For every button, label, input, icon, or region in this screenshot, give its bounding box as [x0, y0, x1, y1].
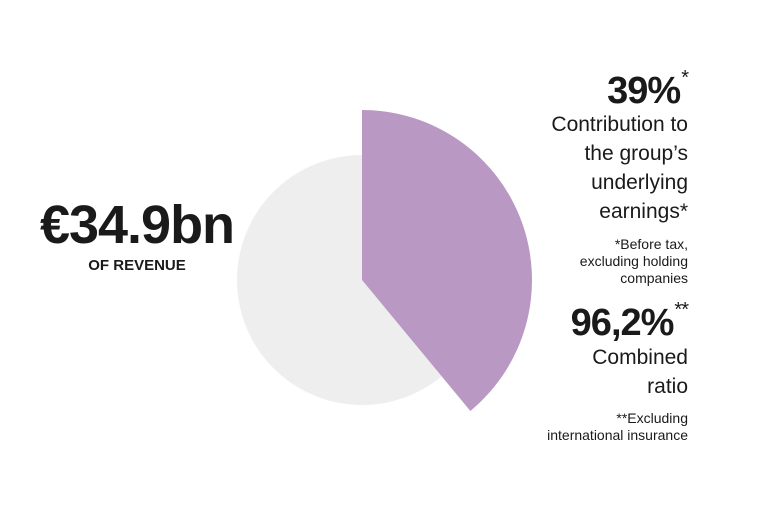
contribution-line: Contribution to — [551, 113, 688, 136]
combined-ratio-footnote-mark: ** — [674, 299, 689, 321]
contribution-description: Contribution to the group’s underlying e… — [551, 110, 688, 226]
combined-ratio-line: Combined — [592, 346, 688, 369]
contribution-line: underlying — [591, 171, 688, 194]
contribution-line: the group’s — [584, 142, 688, 165]
pie-slice-highlighted — [362, 110, 533, 411]
combined-ratio-footnote: **Excluding international insurance — [547, 410, 688, 444]
footnote-line: *Before tax, — [614, 236, 688, 252]
footnote-line: excluding holding — [579, 253, 688, 269]
combined-ratio-description: Combined ratio — [592, 343, 688, 401]
footnote-line: international insurance — [547, 427, 688, 443]
combined-ratio-line: ratio — [647, 375, 688, 398]
combined-ratio-value: 96,2% — [570, 302, 675, 344]
revenue-label: OF REVENUE — [88, 257, 186, 274]
revenue-value: €34.9bn — [39, 195, 235, 255]
contribution-footnote-mark: * — [681, 67, 689, 89]
footnote-line: **Excluding — [616, 410, 688, 426]
contribution-footnote: *Before tax, excluding holding companies — [580, 236, 688, 287]
contribution-percentage: 39%* — [607, 68, 689, 112]
footnote-line: companies — [620, 270, 688, 286]
combined-ratio-percentage: 96,2%** — [570, 300, 689, 344]
pie-slice-remaining — [237, 155, 442, 405]
contribution-line: earnings* — [599, 200, 688, 223]
contribution-value: 39% — [607, 70, 681, 112]
